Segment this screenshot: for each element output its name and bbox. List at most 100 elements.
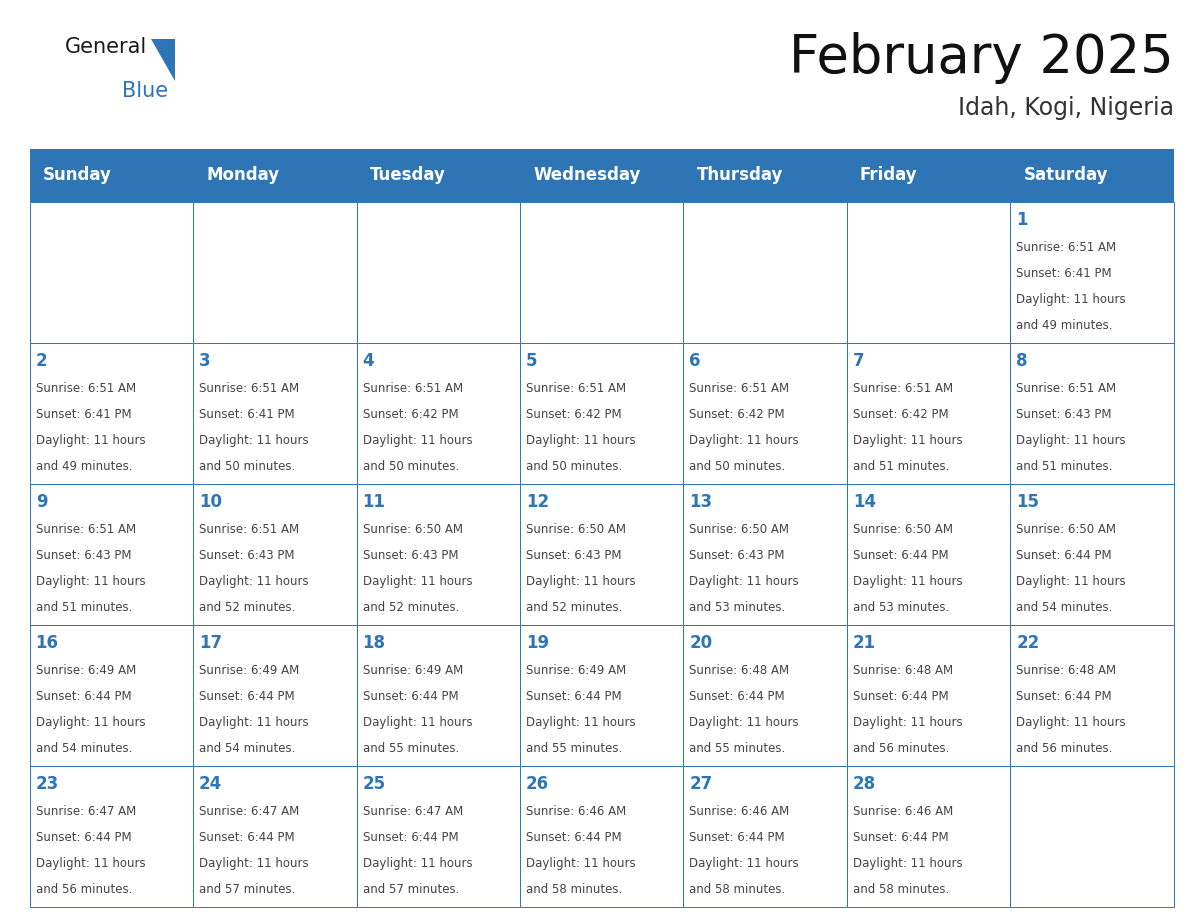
Bar <box>683 343 847 484</box>
Text: Sunset: 6:44 PM: Sunset: 6:44 PM <box>526 689 621 702</box>
Text: Daylight: 11 hours: Daylight: 11 hours <box>689 575 800 588</box>
Bar <box>194 625 356 766</box>
Text: 10: 10 <box>200 493 222 511</box>
Text: Daylight: 11 hours: Daylight: 11 hours <box>36 856 145 869</box>
Text: Sunset: 6:43 PM: Sunset: 6:43 PM <box>526 549 621 562</box>
Text: 25: 25 <box>362 775 386 793</box>
Text: 7: 7 <box>853 353 865 370</box>
Text: 28: 28 <box>853 775 876 793</box>
Text: 16: 16 <box>36 634 58 652</box>
Text: Sunrise: 6:46 AM: Sunrise: 6:46 AM <box>853 804 953 818</box>
Bar <box>1010 343 1174 484</box>
Bar <box>683 202 847 343</box>
Text: and 52 minutes.: and 52 minutes. <box>200 600 296 614</box>
Text: Sunset: 6:44 PM: Sunset: 6:44 PM <box>1016 689 1112 702</box>
Text: Daylight: 11 hours: Daylight: 11 hours <box>689 856 800 869</box>
Text: Daylight: 11 hours: Daylight: 11 hours <box>200 433 309 447</box>
Text: Sunrise: 6:46 AM: Sunrise: 6:46 AM <box>526 804 626 818</box>
Bar <box>356 625 520 766</box>
Bar <box>847 625 1010 766</box>
Text: Sunset: 6:42 PM: Sunset: 6:42 PM <box>689 408 785 420</box>
Text: Sunset: 6:44 PM: Sunset: 6:44 PM <box>362 689 459 702</box>
Text: Sunset: 6:44 PM: Sunset: 6:44 PM <box>1016 549 1112 562</box>
Bar <box>847 766 1010 907</box>
Text: Sunset: 6:44 PM: Sunset: 6:44 PM <box>526 831 621 844</box>
Text: Sunrise: 6:47 AM: Sunrise: 6:47 AM <box>200 804 299 818</box>
Text: Daylight: 11 hours: Daylight: 11 hours <box>200 856 309 869</box>
Text: and 57 minutes.: and 57 minutes. <box>362 883 459 896</box>
Text: Friday: Friday <box>860 166 917 185</box>
Text: Daylight: 11 hours: Daylight: 11 hours <box>853 856 962 869</box>
Bar <box>30 343 194 484</box>
Text: Sunrise: 6:51 AM: Sunrise: 6:51 AM <box>200 382 299 395</box>
Text: Daylight: 11 hours: Daylight: 11 hours <box>362 433 472 447</box>
Text: and 58 minutes.: and 58 minutes. <box>689 883 785 896</box>
Text: Sunset: 6:44 PM: Sunset: 6:44 PM <box>689 689 785 702</box>
Text: 22: 22 <box>1016 634 1040 652</box>
Text: Daylight: 11 hours: Daylight: 11 hours <box>689 716 800 729</box>
Text: Sunrise: 6:51 AM: Sunrise: 6:51 AM <box>689 382 790 395</box>
Text: and 51 minutes.: and 51 minutes. <box>36 600 132 614</box>
Text: and 58 minutes.: and 58 minutes. <box>526 883 623 896</box>
Text: Sunrise: 6:50 AM: Sunrise: 6:50 AM <box>853 522 953 535</box>
Text: General: General <box>65 37 147 57</box>
Text: Daylight: 11 hours: Daylight: 11 hours <box>200 716 309 729</box>
Text: Daylight: 11 hours: Daylight: 11 hours <box>1016 716 1126 729</box>
Bar <box>520 625 683 766</box>
Text: and 56 minutes.: and 56 minutes. <box>36 883 132 896</box>
Text: Sunset: 6:42 PM: Sunset: 6:42 PM <box>362 408 459 420</box>
Text: 24: 24 <box>200 775 222 793</box>
Text: 13: 13 <box>689 493 713 511</box>
Text: and 50 minutes.: and 50 minutes. <box>526 460 623 473</box>
Bar <box>847 202 1010 343</box>
Bar <box>30 484 194 625</box>
Text: Daylight: 11 hours: Daylight: 11 hours <box>853 716 962 729</box>
Bar <box>194 484 356 625</box>
Polygon shape <box>151 39 175 81</box>
Text: Sunrise: 6:51 AM: Sunrise: 6:51 AM <box>36 522 135 535</box>
Text: Sunset: 6:42 PM: Sunset: 6:42 PM <box>853 408 948 420</box>
Text: and 56 minutes.: and 56 minutes. <box>1016 742 1113 755</box>
Bar <box>1010 484 1174 625</box>
Text: 27: 27 <box>689 775 713 793</box>
Text: Monday: Monday <box>207 166 279 185</box>
Text: Sunset: 6:42 PM: Sunset: 6:42 PM <box>526 408 621 420</box>
Text: 15: 15 <box>1016 493 1040 511</box>
Text: and 57 minutes.: and 57 minutes. <box>200 883 296 896</box>
Text: Daylight: 11 hours: Daylight: 11 hours <box>526 856 636 869</box>
Bar <box>683 484 847 625</box>
Text: Daylight: 11 hours: Daylight: 11 hours <box>200 575 309 588</box>
Text: Sunrise: 6:48 AM: Sunrise: 6:48 AM <box>689 664 790 677</box>
Text: Daylight: 11 hours: Daylight: 11 hours <box>362 856 472 869</box>
Text: Daylight: 11 hours: Daylight: 11 hours <box>362 575 472 588</box>
Text: Sunset: 6:44 PM: Sunset: 6:44 PM <box>362 831 459 844</box>
Text: Blue: Blue <box>122 81 169 101</box>
Bar <box>194 202 356 343</box>
Text: 19: 19 <box>526 634 549 652</box>
Text: 26: 26 <box>526 775 549 793</box>
Text: Daylight: 11 hours: Daylight: 11 hours <box>1016 575 1126 588</box>
Text: Sunrise: 6:51 AM: Sunrise: 6:51 AM <box>36 382 135 395</box>
Text: Sunset: 6:44 PM: Sunset: 6:44 PM <box>36 689 131 702</box>
Text: Sunrise: 6:51 AM: Sunrise: 6:51 AM <box>526 382 626 395</box>
Text: 17: 17 <box>200 634 222 652</box>
Text: 20: 20 <box>689 634 713 652</box>
Text: and 51 minutes.: and 51 minutes. <box>853 460 949 473</box>
Text: and 51 minutes.: and 51 minutes. <box>1016 460 1113 473</box>
Text: Sunset: 6:44 PM: Sunset: 6:44 PM <box>853 831 948 844</box>
Text: and 56 minutes.: and 56 minutes. <box>853 742 949 755</box>
Text: 23: 23 <box>36 775 59 793</box>
Text: Sunset: 6:43 PM: Sunset: 6:43 PM <box>1016 408 1112 420</box>
Text: Daylight: 11 hours: Daylight: 11 hours <box>1016 293 1126 306</box>
Text: Sunrise: 6:47 AM: Sunrise: 6:47 AM <box>362 804 463 818</box>
Text: 2: 2 <box>36 353 48 370</box>
Text: Sunrise: 6:50 AM: Sunrise: 6:50 AM <box>362 522 462 535</box>
Text: Sunset: 6:44 PM: Sunset: 6:44 PM <box>200 831 295 844</box>
Text: Daylight: 11 hours: Daylight: 11 hours <box>36 716 145 729</box>
Text: Idah, Kogi, Nigeria: Idah, Kogi, Nigeria <box>958 96 1174 120</box>
Text: Sunrise: 6:47 AM: Sunrise: 6:47 AM <box>36 804 135 818</box>
Text: 12: 12 <box>526 493 549 511</box>
Text: 14: 14 <box>853 493 876 511</box>
Text: Sunrise: 6:49 AM: Sunrise: 6:49 AM <box>36 664 135 677</box>
Text: Sunrise: 6:51 AM: Sunrise: 6:51 AM <box>1016 241 1117 253</box>
